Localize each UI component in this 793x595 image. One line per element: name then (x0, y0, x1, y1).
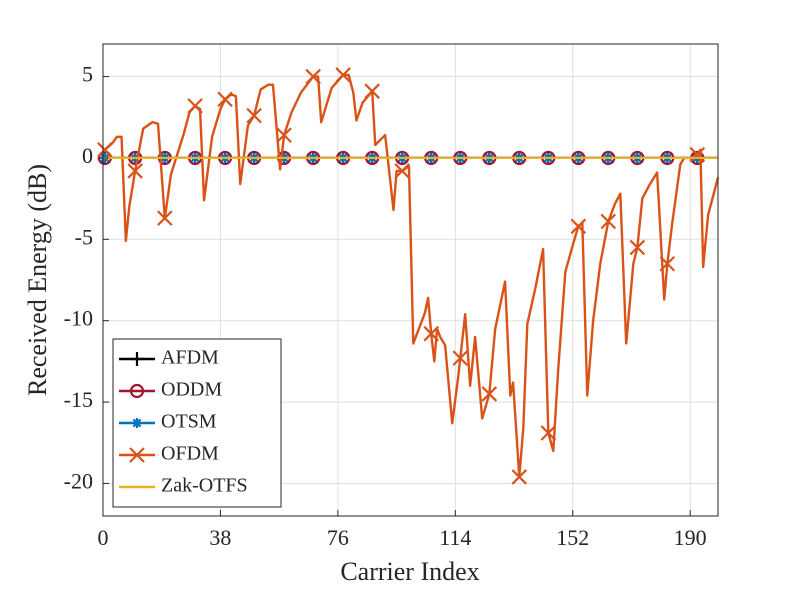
marker (276, 127, 292, 143)
marker-stroke (570, 218, 587, 235)
legend-label: ODDM (161, 379, 222, 401)
marker (217, 91, 233, 108)
marker (187, 98, 203, 114)
marker (132, 418, 142, 428)
marker-stroke (600, 213, 617, 230)
x-axis-label: Carrier Index (340, 557, 479, 586)
marker (157, 210, 173, 226)
x-tick-label: 76 (327, 525, 349, 550)
legend-label: Zak-OTFS (161, 475, 248, 497)
marker (600, 213, 617, 230)
marker (129, 447, 145, 463)
marker (129, 383, 145, 399)
marker-stroke (97, 142, 113, 158)
marker-stroke (129, 447, 145, 463)
marker-stroke (511, 469, 528, 485)
marker-stroke (423, 325, 439, 342)
plot (97, 67, 720, 485)
marker (629, 239, 646, 256)
marker (394, 163, 410, 179)
marker (97, 142, 113, 158)
ticks: 0 38 76 114 152 190 -20 -15 -10 -5 0 5 (64, 62, 707, 550)
x-tick-label: 114 (439, 525, 471, 550)
marker (452, 350, 469, 366)
marker-stroke (394, 163, 410, 179)
marker-stroke (132, 418, 142, 428)
axes-box (102, 43, 719, 517)
marker (423, 325, 439, 342)
marker-stroke (659, 255, 676, 272)
marker-stroke (127, 163, 143, 179)
marker (481, 386, 498, 402)
x-tick-label: 0 (98, 525, 109, 550)
y-tick-label: -20 (64, 468, 93, 493)
legend-label: OFDM (161, 443, 219, 465)
marker (364, 83, 380, 99)
y-tick-label: 5 (82, 62, 93, 87)
marker-stroke (481, 386, 498, 402)
y-tick-label: 0 (82, 143, 93, 168)
marker (246, 107, 262, 124)
marker-stroke (540, 425, 557, 441)
legend-label: OTSM (161, 411, 217, 433)
x-tick-label: 152 (556, 525, 589, 550)
x-tick-label: 190 (674, 525, 707, 550)
y-tick-label: -10 (64, 306, 93, 331)
y-axis-label: Received Energy (dB) (23, 164, 52, 396)
y-tick-label: -5 (75, 224, 93, 249)
legend: AFDM ODDM OTSM OFDM Zak-OTFS (112, 338, 282, 508)
marker (659, 255, 676, 272)
marker-stroke (217, 91, 233, 108)
x-tick-label: 38 (209, 525, 231, 550)
marker-stroke (129, 383, 145, 399)
marker-stroke (364, 83, 380, 99)
legend-label: AFDM (161, 347, 219, 369)
marker-stroke (335, 67, 351, 83)
marker-stroke (305, 68, 321, 85)
marker (335, 67, 351, 83)
marker-stroke (689, 146, 706, 163)
marker-stroke (246, 107, 262, 124)
marker-stroke (187, 98, 203, 114)
marker (540, 425, 557, 441)
marker-stroke (276, 127, 292, 143)
marker (570, 218, 587, 235)
marker (305, 68, 321, 85)
marker-stroke (157, 210, 173, 226)
marker-stroke (452, 350, 469, 366)
marker (130, 352, 144, 366)
y-tick-label: -15 (64, 387, 93, 412)
marker-stroke (629, 239, 646, 256)
marker (689, 146, 706, 163)
marker (127, 163, 143, 179)
marker (511, 469, 528, 485)
